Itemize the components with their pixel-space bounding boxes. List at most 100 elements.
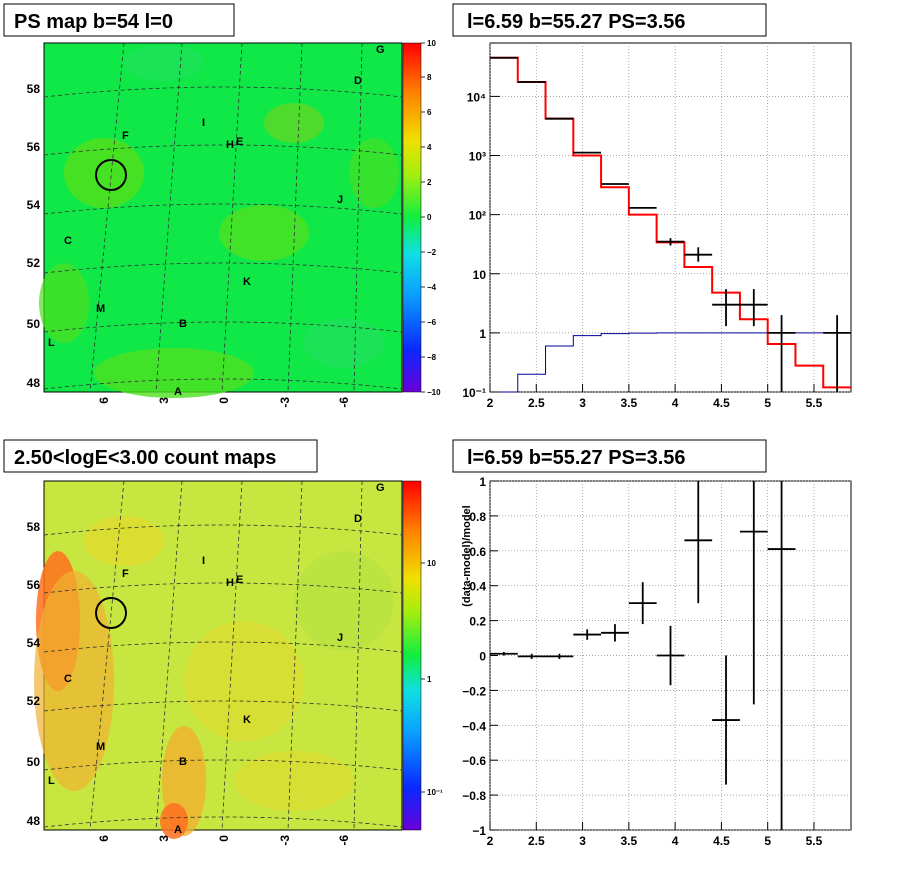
- map-emission-blob: [124, 45, 204, 81]
- source-label-d: D: [354, 75, 362, 87]
- source-label-e: E: [236, 136, 243, 148]
- map-y-tick-label: 52: [27, 256, 41, 270]
- map-parallel-line: [43, 759, 403, 771]
- map-parallel-line: [43, 321, 403, 333]
- colorbar-tick-label: 1: [427, 675, 432, 684]
- residuals-x-tick-label: 5.5: [806, 834, 823, 848]
- residuals-y-tick-label: −0.6: [462, 754, 486, 768]
- residuals-y-tick-label: 0: [479, 650, 486, 664]
- colorbar-tick-label: −10: [427, 388, 441, 397]
- source-label-c: C: [64, 673, 72, 685]
- map-x-tick-label: -3: [278, 397, 292, 408]
- residuals-title: l=6.59 b=55.27 PS=3.56: [467, 447, 686, 469]
- map-meridian-line: [287, 42, 303, 393]
- map-meridian-line: [221, 42, 243, 393]
- colorbar-tick-label: 10: [427, 559, 436, 568]
- ps-map-title: PS map b=54 l=0: [14, 11, 173, 33]
- residuals-y-tick-label: −0.4: [462, 719, 486, 733]
- count-map-grid: [43, 480, 403, 831]
- source-label-h: H: [226, 577, 234, 589]
- source-label-i: I: [202, 555, 205, 567]
- residuals-x-tick-label: 4: [672, 834, 679, 848]
- map-parallel-line: [43, 378, 403, 390]
- colorbar-tick-label: −6: [427, 318, 437, 327]
- residuals-x-tick-label: 2.5: [528, 834, 545, 848]
- count-map-axis-ticks: 6 3 0 -3 -6 58 56 54 52 50 48: [27, 520, 351, 846]
- map-parallel-line: [43, 144, 403, 156]
- map-x-tick-label: 0: [217, 397, 231, 404]
- count-map-colorbar: [402, 480, 422, 831]
- source-label-g: G: [376, 44, 385, 56]
- source-label-d: D: [354, 513, 362, 525]
- panel-spectrum: l=6.59 b=55.27 PS=3.56 2 2.5 3 3.5 4 4.5 5 5.5 1…: [452, 3, 852, 410]
- residuals-data-points: [490, 481, 796, 830]
- background-step-curve: [490, 332, 851, 393]
- map-meridian-line: [353, 480, 363, 831]
- ps-map-title-box: [3, 3, 235, 37]
- map-x-tick-label: 3: [157, 835, 171, 842]
- map-emission-blob: [184, 621, 304, 741]
- map-emission-blob: [234, 751, 354, 811]
- residuals-y-tick-label: 0.2: [469, 615, 486, 629]
- spectrum-data-points: [490, 56, 851, 392]
- map-y-tick-label: 56: [27, 140, 41, 154]
- spectrum-y-tick-label: 1: [479, 327, 486, 341]
- spectrum-y-tick-label: 10⁻¹: [462, 386, 486, 400]
- residuals-y-tick-label: 1: [479, 475, 486, 489]
- map-y-tick-label: 56: [27, 578, 41, 592]
- count-map-title: 2.50<logE<3.00 count maps: [14, 447, 276, 469]
- map-y-tick-label: 50: [27, 317, 41, 331]
- colorbar-tick-label: 2: [427, 178, 432, 187]
- residuals-y-tick-label: 0.4: [469, 580, 486, 594]
- map-y-tick-label: 54: [27, 636, 41, 650]
- spectrum-x-tick-label: 4: [672, 396, 679, 410]
- source-label-f: F: [122, 130, 129, 142]
- residuals-y-tick-label: −0.2: [462, 684, 486, 698]
- residuals-y-axis-label: (data-model)/model: [461, 505, 473, 606]
- map-y-tick-label: 48: [27, 376, 41, 390]
- ps-map-texture: [39, 45, 399, 398]
- map-parallel-line: [43, 582, 403, 594]
- spectrum-x-tick-label: 3.5: [621, 396, 638, 410]
- colorbar-tick-label: 10⁻¹: [427, 788, 443, 797]
- map-x-tick-label: -3: [278, 835, 292, 846]
- map-x-tick-label: 6: [97, 835, 111, 842]
- colorbar-tick-label: 10: [427, 39, 436, 48]
- map-parallel-line: [43, 262, 403, 274]
- map-emission-blob: [294, 551, 394, 651]
- map-x-tick-label: 3: [157, 397, 171, 404]
- spectrum-title: l=6.59 b=55.27 PS=3.56: [467, 11, 686, 33]
- source-label-j: J: [337, 194, 343, 206]
- map-parallel-line: [43, 524, 403, 536]
- map-meridian-line: [353, 42, 363, 393]
- source-label-e: E: [236, 574, 243, 586]
- source-label-b: B: [179, 756, 187, 768]
- spectrum-y-tick-label: 10²: [469, 209, 486, 223]
- source-label-j: J: [337, 632, 343, 644]
- source-label-b: B: [179, 318, 187, 330]
- map-emission-blob: [34, 571, 114, 791]
- map-emission-blob: [39, 263, 89, 343]
- spectrum-plot-area: [489, 42, 852, 393]
- map-emission-blob: [304, 318, 384, 368]
- spectrum-x-tick-label: 3: [579, 396, 586, 410]
- colorbar-tick-label: −4: [427, 283, 437, 292]
- residuals-title-box: [452, 439, 767, 473]
- map-parallel-line: [43, 86, 403, 98]
- map-meridian-line: [155, 42, 183, 393]
- map-y-tick-label: 50: [27, 755, 41, 769]
- residuals-x-tick-label: 4.5: [713, 834, 730, 848]
- map-meridian-line: [155, 480, 183, 831]
- residuals-y-tick-label: 0.8: [469, 510, 486, 524]
- map-emission-blob: [64, 138, 144, 208]
- residuals-y-tick-label: −1: [472, 824, 486, 838]
- residuals-axis-ticks: 2 2.5 3 3.5 4 4.5 5 5.5 1 0.8 0.6 0.4 0.2 0 −0.2 −0.4 −0…: [462, 475, 822, 848]
- map-parallel-line: [43, 700, 403, 712]
- source-label-m: M: [96, 741, 105, 753]
- residuals-x-tick-label: 3: [579, 834, 586, 848]
- source-label-k: K: [243, 276, 251, 288]
- map-y-tick-label: 48: [27, 814, 41, 828]
- source-label-g: G: [376, 482, 385, 494]
- source-circle: [95, 597, 127, 629]
